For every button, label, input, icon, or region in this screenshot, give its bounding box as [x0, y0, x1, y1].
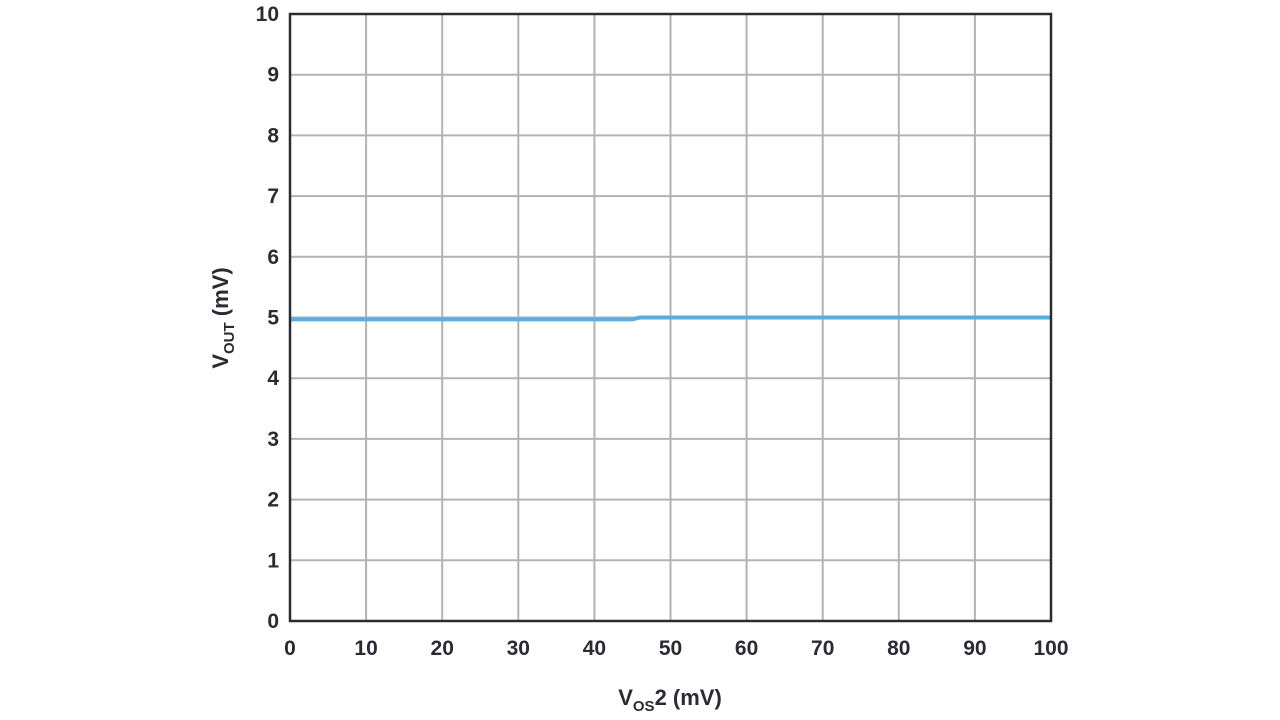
- y-tick-label-7: 7: [267, 185, 279, 208]
- x-tick-label-30: 30: [507, 637, 530, 660]
- y-tick-label-5: 5: [267, 307, 279, 330]
- x-tick-label-0: 0: [284, 637, 296, 660]
- plot-frame: [288, 12, 1053, 623]
- x-tick-labels: 0 10 20 30 40 50 60 70 80 90 100: [284, 637, 1068, 660]
- y-tick-label-3: 3: [267, 428, 279, 451]
- x-tick-label-40: 40: [583, 637, 606, 660]
- x-tick-label-80: 80: [887, 637, 910, 660]
- y-axis-title-rest: (mV): [208, 267, 233, 322]
- y-tick-label-2: 2: [267, 489, 279, 512]
- series-layer: [290, 315, 1051, 322]
- x-tick-label-10: 10: [354, 637, 377, 660]
- y-axis-title: VOUT (mV): [208, 267, 238, 368]
- x-tick-label-60: 60: [735, 637, 758, 660]
- y-tick-label-10: 10: [256, 3, 279, 26]
- x-tick-label-70: 70: [811, 637, 834, 660]
- x-tick-label-90: 90: [963, 637, 986, 660]
- series-line-0: [290, 315, 1051, 322]
- y-axis-title-main: V: [208, 354, 233, 369]
- y-axis-title-sub: OUT: [221, 322, 238, 354]
- x-tick-label-100: 100: [1033, 637, 1068, 660]
- y-tick-label-1: 1: [267, 549, 279, 572]
- x-axis-title-rest: 2 (mV): [655, 685, 722, 710]
- y-tick-label-9: 9: [267, 64, 279, 87]
- y-tick-label-0: 0: [267, 610, 279, 633]
- x-axis-title: VOS2 (mV): [618, 685, 722, 715]
- y-tick-label-8: 8: [267, 124, 279, 147]
- x-axis-title-main: V: [618, 685, 633, 710]
- x-tick-label-20: 20: [431, 637, 454, 660]
- x-axis-title-sub: OS: [633, 698, 655, 715]
- y-tick-labels: 0 1 2 3 4 5 6 7 8 9 10: [256, 3, 280, 633]
- y-tick-label-4: 4: [267, 367, 279, 390]
- y-tick-label-6: 6: [267, 246, 279, 269]
- x-tick-label-50: 50: [659, 637, 682, 660]
